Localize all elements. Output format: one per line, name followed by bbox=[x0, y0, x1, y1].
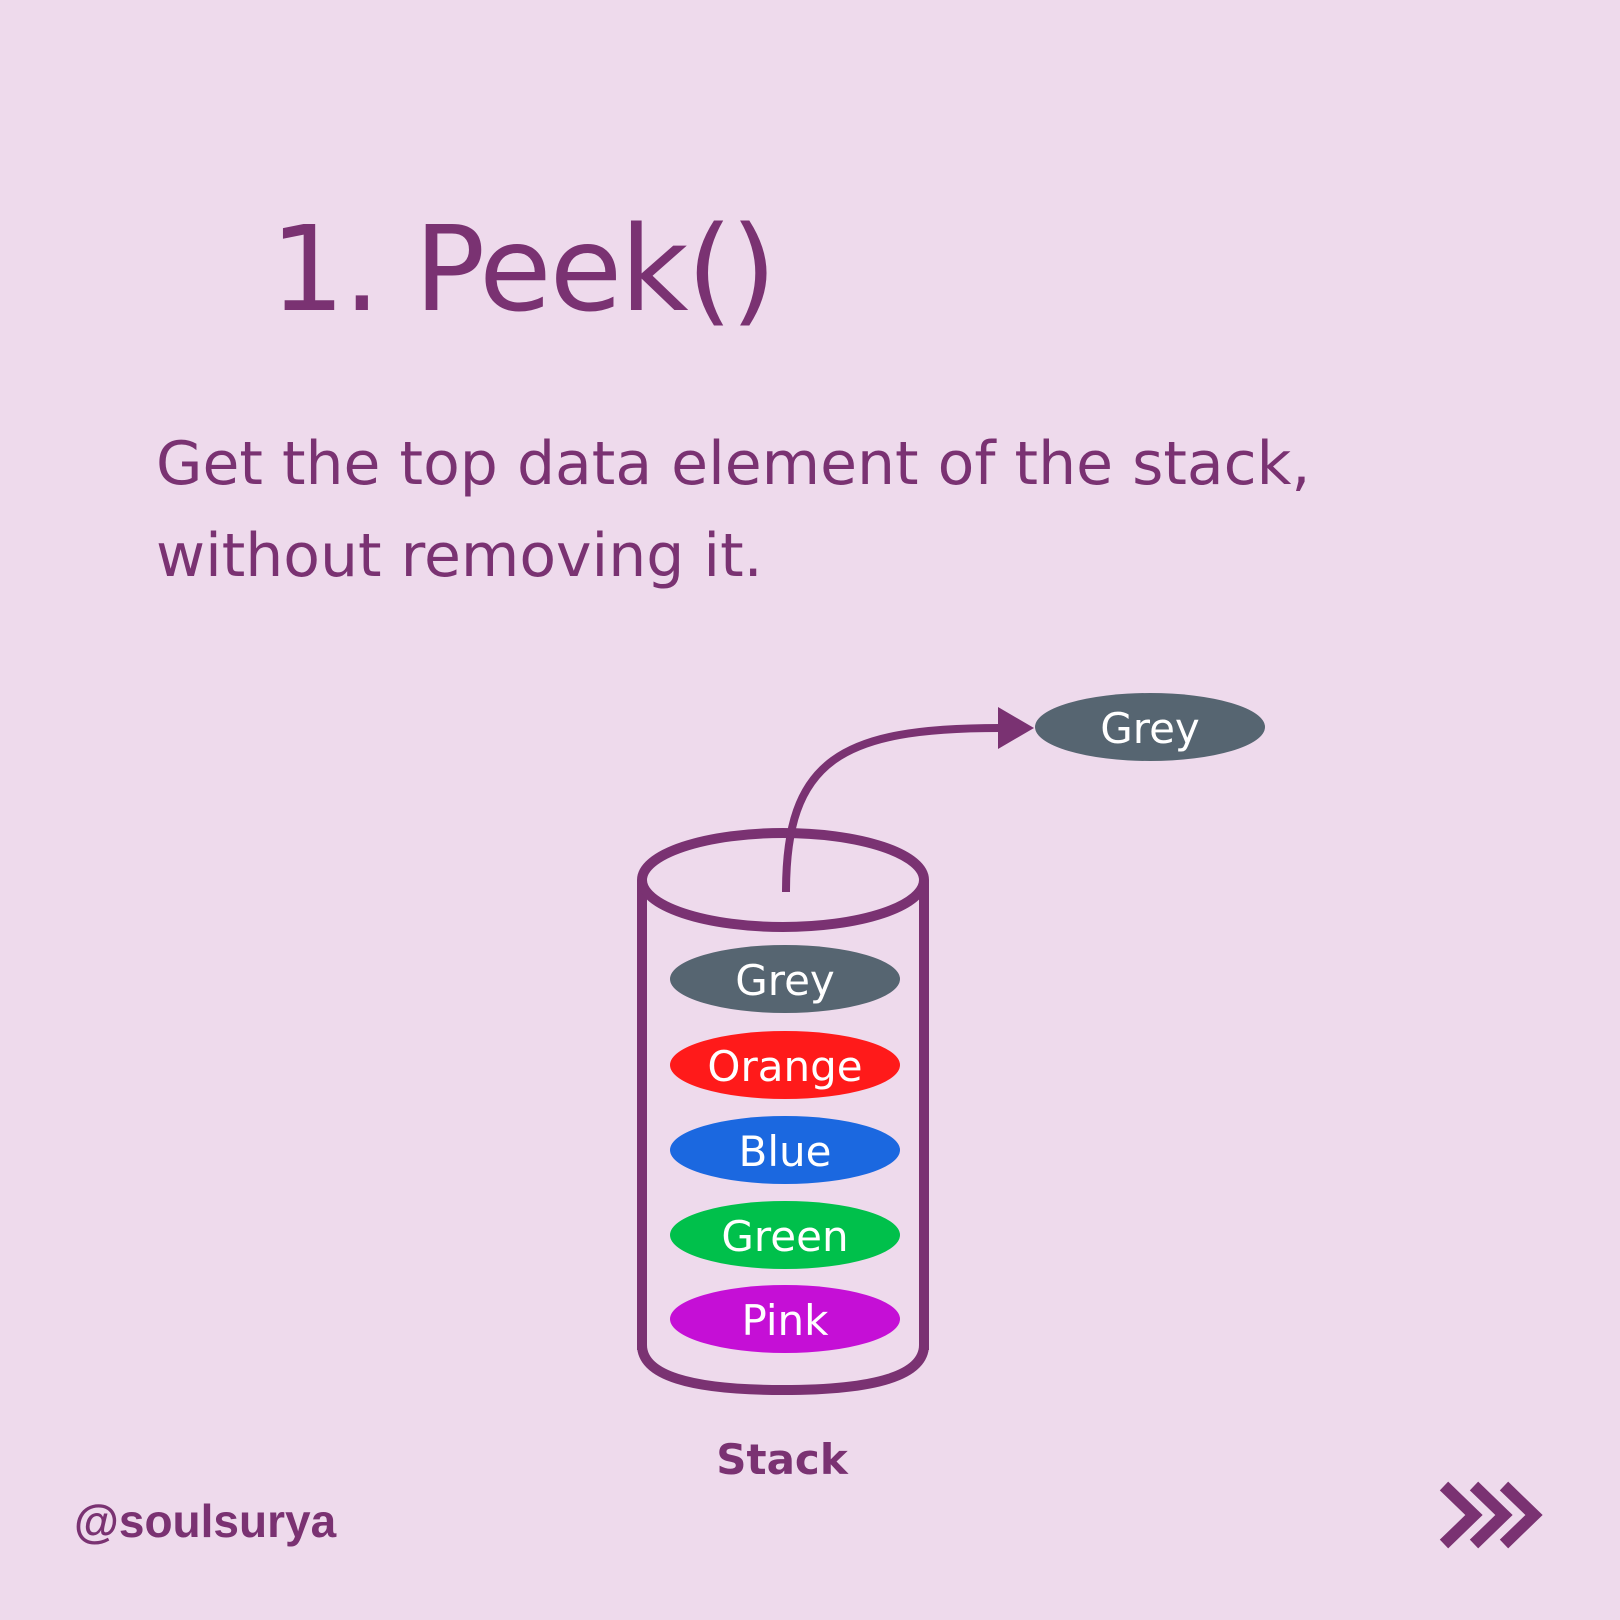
chevron-double-right-icon[interactable] bbox=[1436, 1480, 1546, 1550]
description-line-1: Get the top data element of the stack, bbox=[156, 429, 1311, 499]
stack-item-2-shape bbox=[670, 1116, 900, 1184]
stack-item-2-label: Blue bbox=[739, 1127, 832, 1176]
peek-arrowhead bbox=[998, 707, 1034, 749]
stack-item-1-shape bbox=[670, 1031, 900, 1099]
stack-item-1-label: Orange bbox=[707, 1042, 862, 1091]
stack-item-1: Orange bbox=[670, 1031, 900, 1099]
stack-item-3: Green bbox=[670, 1201, 900, 1269]
stack-item-3-label: Green bbox=[721, 1212, 848, 1261]
description: Get the top data element of the stack, w… bbox=[156, 418, 1476, 602]
stack-item-0: Grey bbox=[670, 945, 900, 1013]
description-line-2: without removing it. bbox=[156, 521, 763, 591]
peeked-item: Grey bbox=[1035, 693, 1265, 761]
stack-bottom bbox=[637, 1344, 929, 1396]
peek-arrow bbox=[782, 724, 1001, 893]
stack-item-2: Blue bbox=[670, 1116, 900, 1184]
stack-item-4-label: Pink bbox=[741, 1296, 829, 1345]
stack-item-0-shape bbox=[670, 945, 900, 1013]
stack-item-3-shape bbox=[670, 1201, 900, 1269]
page-title: 1. Peek() bbox=[270, 200, 777, 338]
stack-item-4-shape bbox=[670, 1285, 900, 1353]
peeked-item-shape bbox=[1035, 693, 1265, 761]
peeked-item-label: Grey bbox=[1100, 704, 1200, 753]
stack-container bbox=[637, 828, 929, 1396]
stack-item-4: Pink bbox=[670, 1285, 900, 1353]
author-handle: @soulsurya bbox=[74, 1495, 337, 1547]
stack-label: Stack bbox=[716, 1435, 849, 1484]
stack-item-0-label: Grey bbox=[735, 956, 835, 1005]
stack-top-rim bbox=[637, 828, 929, 932]
